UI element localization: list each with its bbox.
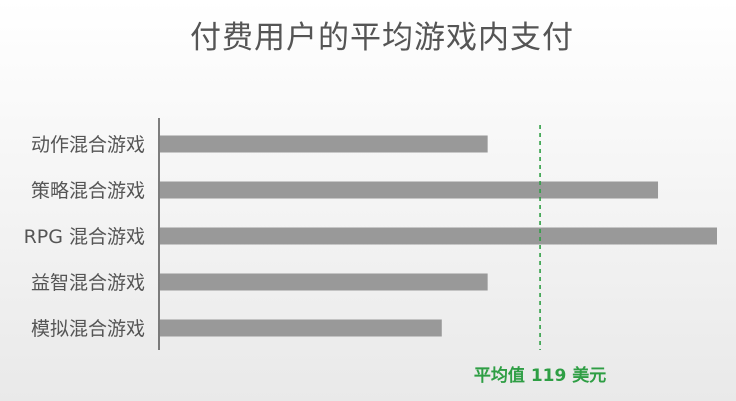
category-label: RPG 混合游戏	[24, 226, 145, 248]
bar	[160, 319, 442, 337]
bar	[160, 273, 488, 291]
chart-title: 付费用户的平均游戏内支付	[190, 20, 574, 56]
bars-group	[160, 135, 717, 337]
bar	[160, 227, 717, 245]
category-label: 动作混合游戏	[31, 134, 145, 156]
bar	[160, 135, 488, 153]
category-label: 模拟混合游戏	[31, 318, 145, 340]
category-label: 益智混合游戏	[31, 272, 145, 294]
bar	[160, 181, 659, 199]
average-reference-label: 平均值 119 美元	[474, 365, 606, 386]
category-label: 策略混合游戏	[31, 180, 145, 202]
